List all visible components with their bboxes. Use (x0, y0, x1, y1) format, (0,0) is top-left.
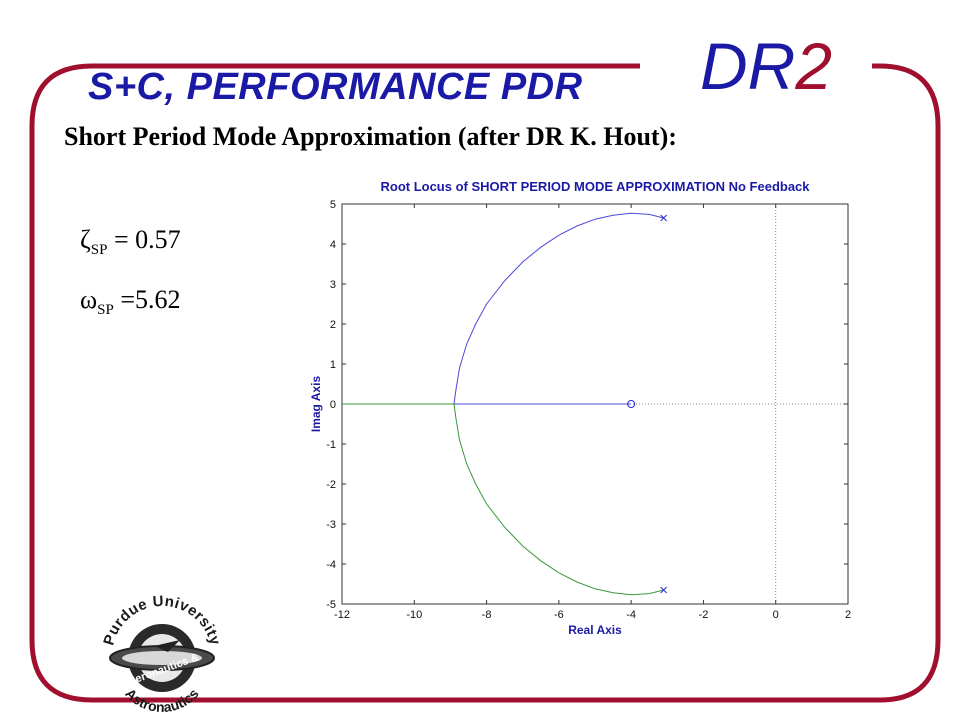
natural-frequency: ωSP =5.62 (80, 285, 180, 319)
logo-ring-inner (122, 651, 202, 665)
airplane-icon (154, 640, 180, 652)
y-tick-label: 0 (330, 399, 336, 411)
chart-title: Root Locus of SHORT PERIOD MODE APPROXIM… (380, 179, 810, 194)
y-axis-label: Imag Axis (309, 376, 323, 433)
y-tick-label: 5 (330, 199, 336, 211)
y-tick-label: 4 (330, 239, 336, 251)
damping-ratio: ζSP = 0.57 (80, 225, 181, 259)
x-tick-label: 0 (773, 609, 779, 621)
x-axis-label: Real Axis (568, 623, 622, 637)
slide-subtitle: Short Period Mode Approximation (after D… (64, 122, 677, 151)
omega-subscript: SP (97, 302, 114, 319)
locus-branch-1 (453, 212, 664, 405)
root-locus-chart: Root Locus of SHORT PERIOD MODE APPROXIM… (309, 179, 851, 637)
header-title: S+C, PERFORMANCE PDR (88, 66, 583, 108)
pole-marker (660, 214, 668, 222)
y-tick-label: -1 (326, 439, 336, 451)
zeta-symbol: ζ (80, 225, 91, 254)
zeta-subscript: SP (90, 242, 108, 259)
dr-number: 2 (795, 29, 833, 103)
dr-text: DR (700, 29, 796, 103)
zero-marker (627, 400, 636, 408)
y-tick-label: 2 (330, 319, 336, 331)
y-tick-label: -5 (326, 599, 336, 611)
omega-symbol: ω (80, 285, 98, 314)
zeta-value: = 0.57 (107, 225, 181, 254)
purdue-logo: Purdue University Aeronautics & Astronau… (100, 593, 223, 715)
x-tick-label: -6 (554, 609, 564, 621)
omega-value: =5.62 (113, 285, 181, 314)
dr2-logo: DR2 (700, 28, 832, 104)
y-tick-label: 1 (330, 359, 336, 371)
y-tick-label: 3 (330, 279, 336, 291)
locus-branch-2 (342, 403, 664, 596)
x-tick-label: -4 (626, 609, 636, 621)
x-tick-label: 2 (845, 609, 851, 621)
x-tick-label: -12 (334, 609, 350, 621)
y-tick-label: -3 (326, 519, 336, 531)
x-tick-label: -2 (699, 609, 709, 621)
y-tick-label: -4 (326, 559, 336, 571)
x-tick-label: -8 (482, 609, 492, 621)
x-tick-label: -10 (406, 609, 422, 621)
y-tick-label: -2 (326, 479, 336, 491)
pole-marker (660, 586, 668, 594)
